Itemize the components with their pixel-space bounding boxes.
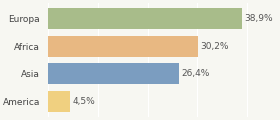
Bar: [48, 91, 70, 112]
Bar: [48, 36, 199, 57]
Text: 30,2%: 30,2%: [200, 42, 229, 51]
Text: 38,9%: 38,9%: [244, 14, 272, 23]
Bar: [48, 8, 242, 29]
Text: 26,4%: 26,4%: [181, 69, 210, 78]
Bar: [48, 63, 179, 84]
Text: 4,5%: 4,5%: [72, 97, 95, 106]
